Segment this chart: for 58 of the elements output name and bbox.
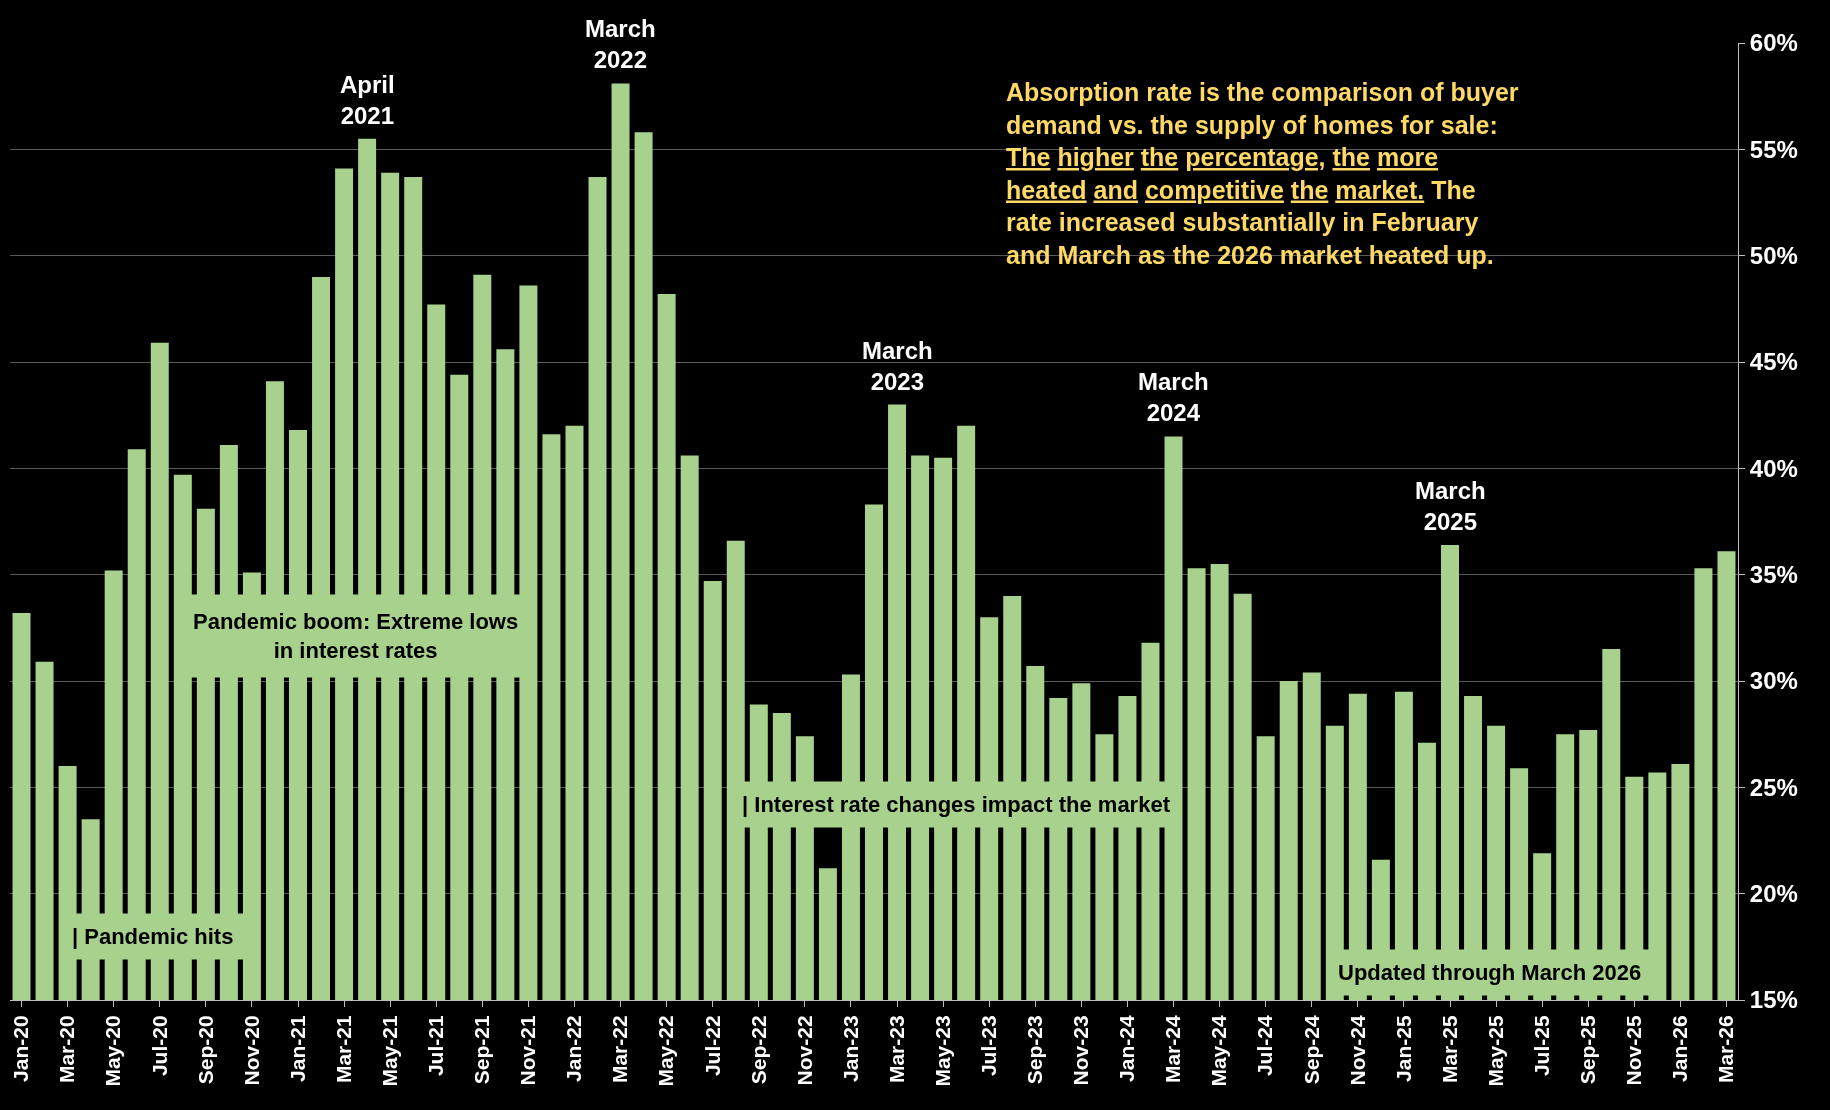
annotation: Updated through March 2026 — [1338, 960, 1642, 985]
x-tick-label: Sep-23 — [1023, 1015, 1047, 1085]
x-tick-label: Jul-23 — [977, 1015, 1001, 1077]
annotation: | Interest rate changes impact the market — [742, 792, 1171, 817]
x-tick-label: May-20 — [101, 1015, 125, 1087]
x-tick-label: Jan-22 — [562, 1015, 586, 1082]
y-tick-label: 15% — [1749, 986, 1798, 1014]
x-tick-label: Jul-20 — [147, 1015, 171, 1077]
y-tick-label: 40% — [1749, 454, 1798, 482]
x-tick-label: Mar-21 — [331, 1015, 355, 1084]
x-tick-label: Mar-24 — [1161, 1015, 1185, 1084]
x-tick-label: May-22 — [654, 1015, 678, 1087]
x-tick-label: Jan-20 — [9, 1015, 33, 1082]
x-tick-label: Sep-24 — [1299, 1015, 1323, 1085]
x-tick-label: Mar-20 — [55, 1015, 79, 1084]
x-tick-label: Nov-25 — [1622, 1015, 1646, 1086]
y-tick-label: 45% — [1749, 348, 1798, 376]
annotation: Pandemic boom: Extreme lows in interest rates — [193, 609, 519, 663]
x-tick-label: Mar-26 — [1714, 1015, 1738, 1084]
x-tick-label: May-21 — [377, 1015, 401, 1087]
x-tick-label: Sep-20 — [193, 1015, 217, 1085]
annotation: | Pandemic hits — [72, 924, 234, 949]
x-tick-label: Jul-24 — [1253, 1015, 1277, 1077]
annotation: March 2025 — [1415, 477, 1486, 536]
x-tick-label: May-23 — [930, 1015, 954, 1087]
x-tick-label: Jan-25 — [1391, 1015, 1415, 1082]
x-tick-label: Jan-24 — [1115, 1015, 1139, 1082]
x-tick-label: May-25 — [1483, 1015, 1507, 1087]
y-tick-label: 55% — [1749, 135, 1798, 163]
x-tick-label: Mar-22 — [608, 1015, 632, 1084]
x-tick-label: Jul-22 — [700, 1015, 724, 1077]
y-tick-label: 30% — [1749, 667, 1798, 695]
x-tick-label: Jan-21 — [285, 1015, 309, 1082]
annotation: March 2022 — [585, 15, 656, 74]
x-tick-label: Jan-23 — [838, 1015, 862, 1082]
x-tick-label: Nov-23 — [1069, 1015, 1093, 1086]
x-tick-label: Jul-21 — [424, 1015, 448, 1077]
annotation: April 2021 — [340, 71, 395, 130]
x-tick-label: Mar-23 — [884, 1015, 908, 1084]
x-tick-label: Nov-21 — [516, 1015, 540, 1086]
y-tick-label: 25% — [1749, 773, 1798, 801]
annotation: March 2023 — [862, 337, 933, 396]
x-tick-label: Jan-26 — [1668, 1015, 1692, 1082]
x-tick-label: Nov-24 — [1345, 1015, 1369, 1086]
y-tick-label: 35% — [1749, 561, 1798, 589]
y-tick-label: 20% — [1749, 880, 1798, 908]
x-tick-label: Sep-22 — [746, 1015, 770, 1085]
y-tick-label: 60% — [1749, 29, 1798, 57]
annotation: Absorption rate is the comparison of buyer demand vs. the supply of homes for sale: — [1006, 78, 1519, 139]
x-tick-label: Jul-25 — [1529, 1015, 1553, 1077]
x-tick-label: Mar-25 — [1437, 1015, 1461, 1084]
y-tick-label: 50% — [1749, 242, 1798, 270]
annotation: March 2024 — [1138, 368, 1209, 427]
x-tick-label: Nov-20 — [239, 1015, 263, 1086]
x-tick-label: Sep-21 — [470, 1015, 494, 1085]
x-tick-label: May-24 — [1207, 1015, 1231, 1087]
x-tick-label: Sep-25 — [1576, 1015, 1600, 1085]
x-tick-label: Nov-22 — [792, 1015, 816, 1086]
